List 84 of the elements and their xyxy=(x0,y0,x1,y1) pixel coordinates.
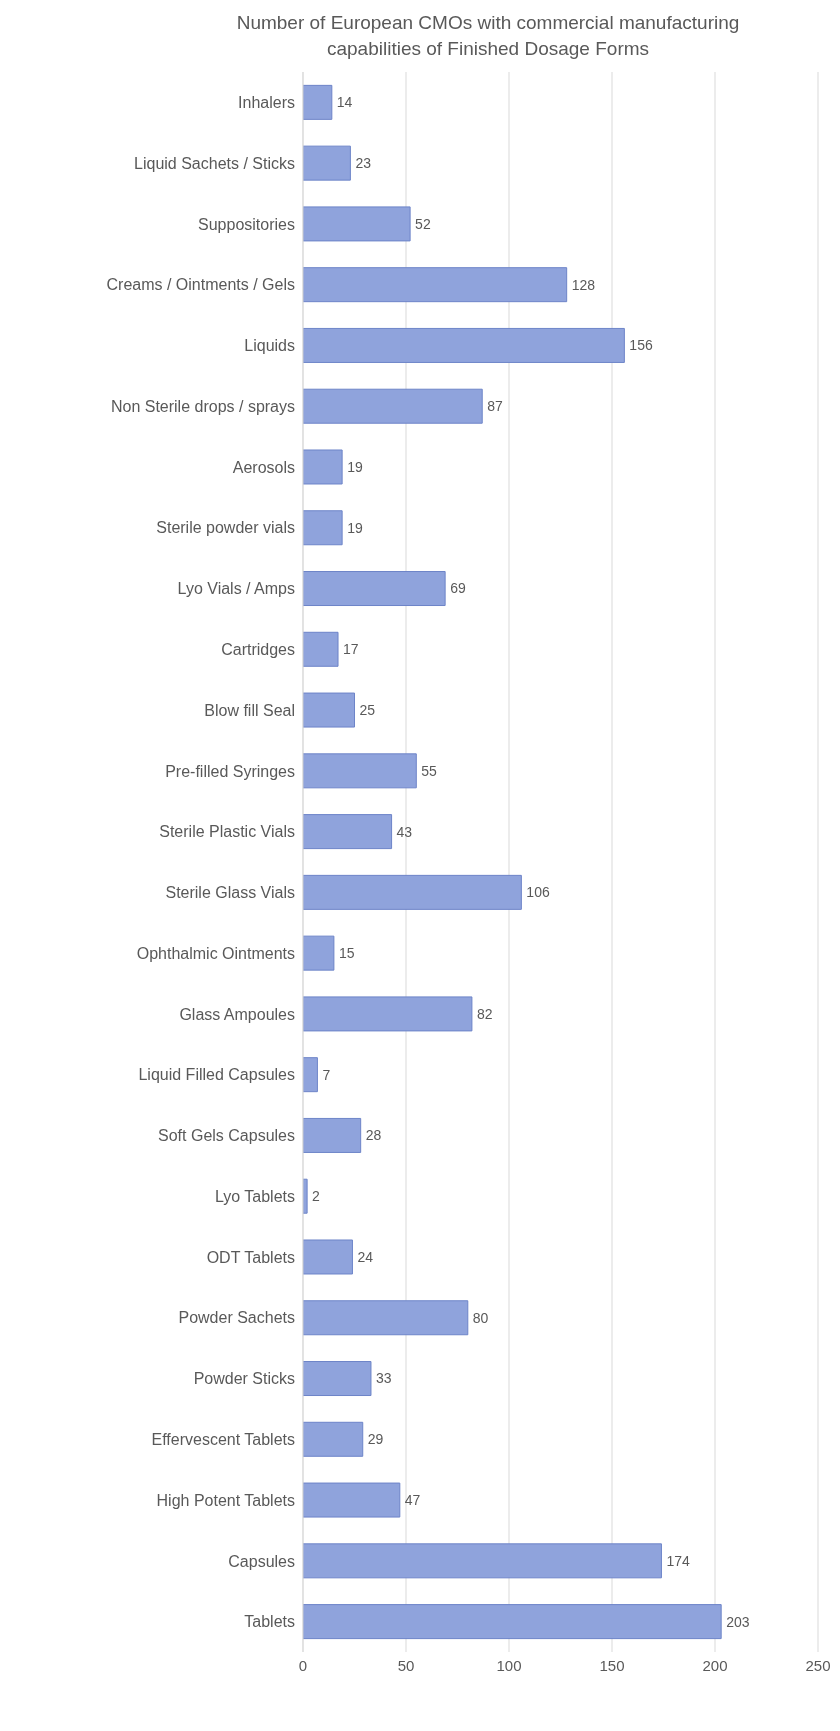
data-label: 156 xyxy=(629,337,653,354)
chart-title: Number of European CMOs with commercial manufacturing capabilities of Finished Dosage Forms xyxy=(235,11,741,61)
y-tick-label: ODT Tablets xyxy=(206,1248,295,1266)
data-label: 17 xyxy=(343,641,359,658)
x-tick-label: 250 xyxy=(805,1656,831,1674)
y-tick-label: High Potent Tablets xyxy=(156,1491,295,1509)
data-label: 14 xyxy=(336,94,353,111)
bar xyxy=(303,753,417,789)
y-tick-label: Blow fill Seal xyxy=(204,701,295,719)
bar xyxy=(303,1482,401,1518)
y-tick-label: Inhalers xyxy=(238,94,295,112)
bar xyxy=(303,267,568,303)
y-tick-label: Capsules xyxy=(228,1552,295,1570)
data-label: 33 xyxy=(375,1370,392,1387)
data-label: 80 xyxy=(472,1309,489,1326)
x-tick-label: 50 xyxy=(397,1656,415,1674)
bar xyxy=(303,631,339,667)
bar xyxy=(303,1239,353,1275)
data-label: 43 xyxy=(396,823,413,840)
bar xyxy=(303,1421,364,1457)
bar xyxy=(303,1300,469,1336)
bar xyxy=(303,84,333,120)
data-label: 128 xyxy=(571,276,596,293)
y-tick-label: Liquids xyxy=(244,337,295,355)
bar xyxy=(303,510,343,546)
bar xyxy=(303,327,625,363)
y-tick-label: Cartridges xyxy=(221,640,295,658)
bar xyxy=(303,814,393,850)
y-tick-label: Non Sterile drops / sprays xyxy=(110,397,295,415)
bar xyxy=(303,145,351,181)
bar xyxy=(303,388,483,424)
data-label: 69 xyxy=(450,580,466,597)
bar xyxy=(303,571,446,607)
data-label: 19 xyxy=(347,519,363,536)
y-tick-label: Suppositories xyxy=(198,215,295,233)
data-label: 203 xyxy=(726,1613,750,1630)
bar xyxy=(303,996,473,1032)
y-tick-label: Lyo Tablets xyxy=(214,1187,295,1205)
bar xyxy=(303,874,522,910)
y-tick-label: Sterile Glass Vials xyxy=(165,884,295,902)
y-tick-label: Liquid Sachets / Sticks xyxy=(134,154,295,172)
x-tick-label: 100 xyxy=(496,1656,522,1674)
data-label: 55 xyxy=(421,762,438,779)
y-tick-label: Creams / Ointments / Gels xyxy=(106,276,295,294)
data-label: 24 xyxy=(357,1248,374,1265)
bar xyxy=(303,1604,722,1640)
x-tick-label: 0 xyxy=(298,1656,308,1674)
bar xyxy=(303,1543,662,1579)
data-label: 2 xyxy=(312,1188,321,1205)
bar xyxy=(303,1361,372,1397)
bar xyxy=(303,1057,318,1093)
y-tick-label: Powder Sachets xyxy=(178,1309,295,1327)
data-label: 19 xyxy=(347,458,363,475)
data-label: 174 xyxy=(666,1552,691,1569)
data-label: 82 xyxy=(476,1005,493,1022)
data-label: 25 xyxy=(359,702,376,719)
bar xyxy=(303,935,335,971)
data-label: 23 xyxy=(355,155,372,172)
x-tick-label: 200 xyxy=(702,1656,728,1674)
data-label: 87 xyxy=(487,398,504,415)
data-label: 7 xyxy=(322,1066,331,1083)
y-tick-label: Lyo Vials / Amps xyxy=(177,580,295,598)
data-label: 28 xyxy=(365,1127,382,1144)
data-label: 106 xyxy=(526,884,550,901)
y-tick-label: Soft Gels Capsules xyxy=(158,1127,295,1145)
data-label: 52 xyxy=(415,215,431,232)
bar xyxy=(303,692,355,728)
bar xyxy=(303,1117,362,1153)
y-tick-label: Ophthalmic Ointments xyxy=(136,944,295,962)
bar xyxy=(303,449,343,485)
data-label: 47 xyxy=(404,1492,421,1509)
data-label: 29 xyxy=(367,1431,384,1448)
y-tick-label: Liquid Filled Capsules xyxy=(138,1066,295,1084)
y-tick-label: Powder Sticks xyxy=(193,1370,295,1388)
y-tick-label: Tablets xyxy=(244,1613,295,1631)
y-tick-label: Sterile powder vials xyxy=(156,519,295,537)
y-tick-label: Effervescent Tablets xyxy=(151,1430,295,1448)
y-tick-label: Glass Ampoules xyxy=(179,1005,295,1023)
y-tick-label: Sterile Plastic Vials xyxy=(159,823,295,841)
y-tick-label: Pre-filled Syringes xyxy=(165,762,295,780)
bar xyxy=(303,206,411,242)
y-tick-label: Aerosols xyxy=(232,458,295,476)
data-label: 15 xyxy=(338,945,355,962)
x-tick-label: 150 xyxy=(599,1656,625,1674)
